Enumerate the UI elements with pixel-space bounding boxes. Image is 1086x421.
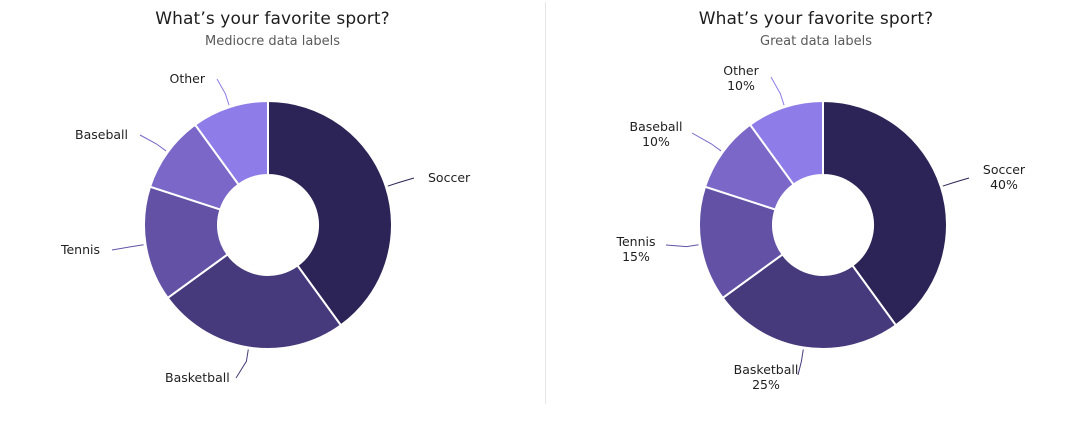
- chart-title: What’s your favorite sport?: [155, 9, 390, 29]
- leader-line-other: [770, 76, 785, 106]
- data-label-name: Other: [723, 63, 759, 78]
- chart-subtitle: Great data labels: [760, 34, 872, 49]
- leader-line-baseball: [691, 132, 722, 152]
- data-label-name: Tennis: [615, 234, 655, 249]
- data-label-baseball: Baseball 10%: [630, 119, 683, 149]
- leader-line-soccer: [942, 177, 970, 187]
- data-label-tennis: Tennis: [60, 242, 100, 257]
- chart-panel-right: What’s your favorite sport? Great data l…: [546, 0, 1086, 421]
- data-label-basketball: Basketball 25%: [734, 362, 799, 392]
- data-label-percent: 10%: [727, 78, 755, 93]
- donut-slice-tennis: [143, 185, 229, 300]
- leader-line-tennis: [111, 244, 144, 251]
- data-label-name: Tennis: [60, 242, 100, 257]
- leader-line-baseball: [139, 134, 167, 152]
- leader-line-other: [216, 78, 230, 106]
- data-label-name: Basketball: [734, 362, 799, 377]
- data-label-soccer: Soccer 40%: [983, 162, 1026, 192]
- donut-slice-tennis: [698, 185, 784, 300]
- data-label-other: Other 10%: [723, 63, 759, 93]
- data-label-name: Baseball: [630, 119, 683, 134]
- donut-slice-soccer: [267, 99, 393, 327]
- donut-chart-great-labels: Soccer 40%Basketball 25%Tennis 15%Baseball 1…: [615, 63, 1026, 392]
- leader-line-tennis: [665, 244, 699, 248]
- data-label-other: Other: [170, 71, 206, 86]
- donut-slice-basketball: [166, 252, 343, 350]
- donut-slice-other: [748, 99, 824, 186]
- chart-subtitle: Mediocre data labels: [205, 34, 340, 49]
- data-label-name: Soccer: [983, 162, 1026, 177]
- data-label-name: Basketball: [165, 370, 230, 385]
- donut-slice-soccer: [822, 99, 948, 327]
- data-label-percent: 25%: [752, 377, 780, 392]
- panel-divider: [545, 2, 546, 404]
- leader-line-basketball: [797, 349, 804, 376]
- data-label-name: Soccer: [428, 170, 471, 185]
- data-label-percent: 15%: [622, 249, 650, 264]
- leader-line-basketball: [235, 349, 249, 379]
- data-label-basketball: Basketball: [165, 370, 230, 385]
- data-label-name: Other: [170, 71, 206, 86]
- data-label-baseball: Baseball: [75, 127, 128, 142]
- leader-line-soccer: [387, 177, 415, 187]
- data-label-percent: 40%: [990, 177, 1018, 192]
- data-label-soccer: Soccer: [428, 170, 471, 185]
- data-label-tennis: Tennis 15%: [615, 234, 655, 264]
- chart-panel-left: What’s your favorite sport? Mediocre dat…: [60, 9, 471, 385]
- chart-title: What’s your favorite sport?: [698, 9, 934, 29]
- donut-slice-basketball: [721, 252, 898, 350]
- data-label-name: Baseball: [75, 127, 128, 142]
- donut-chart-mediocre-labels: Soccer Basketball Tennis Baseball Other: [60, 71, 471, 385]
- data-label-percent: 10%: [642, 134, 670, 149]
- donut-slice-other: [193, 99, 269, 186]
